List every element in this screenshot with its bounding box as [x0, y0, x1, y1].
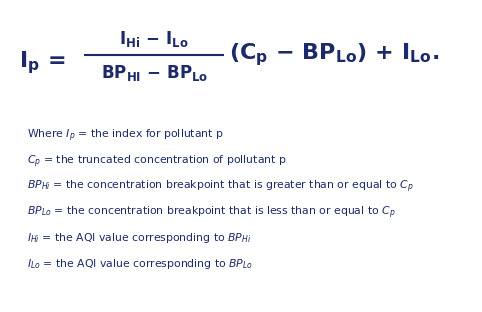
Text: $BP_{Hi}$ = the concentration breakpoint that is greater than or equal to $C_p$: $BP_{Hi}$ = the concentration breakpoint… [27, 179, 413, 195]
Text: $C_p$ = the truncated concentration of pollutant p: $C_p$ = the truncated concentration of p… [27, 153, 286, 169]
Text: $\mathbf{I_p\,=}$: $\mathbf{I_p\,=}$ [19, 49, 66, 76]
Text: Where $I_p$ = the index for pollutant p: Where $I_p$ = the index for pollutant p [27, 128, 223, 144]
Text: $I_{Lo}$ = the AQI value corresponding to $BP_{Lo}$: $I_{Lo}$ = the AQI value corresponding t… [27, 257, 253, 271]
Text: $\mathbf{I_{Hi}\,-\,I_{Lo}}$: $\mathbf{I_{Hi}\,-\,I_{Lo}}$ [120, 29, 189, 49]
Text: $\mathbf{BP_{HI}\,-\,BP_{Lo}}$: $\mathbf{BP_{HI}\,-\,BP_{Lo}}$ [101, 63, 208, 83]
Text: $BP_{Lo}$ = the concentration breakpoint that is less than or equal to $C_p$: $BP_{Lo}$ = the concentration breakpoint… [27, 204, 395, 221]
Text: $\mathbf{(C_p\,-\,BP_{Lo})\,+\,I_{Lo}.}$: $\mathbf{(C_p\,-\,BP_{Lo})\,+\,I_{Lo}.}$ [229, 41, 439, 68]
Text: $I_{Hi}$ = the AQI value corresponding to $BP_{Hi}$: $I_{Hi}$ = the AQI value corresponding t… [27, 231, 251, 245]
